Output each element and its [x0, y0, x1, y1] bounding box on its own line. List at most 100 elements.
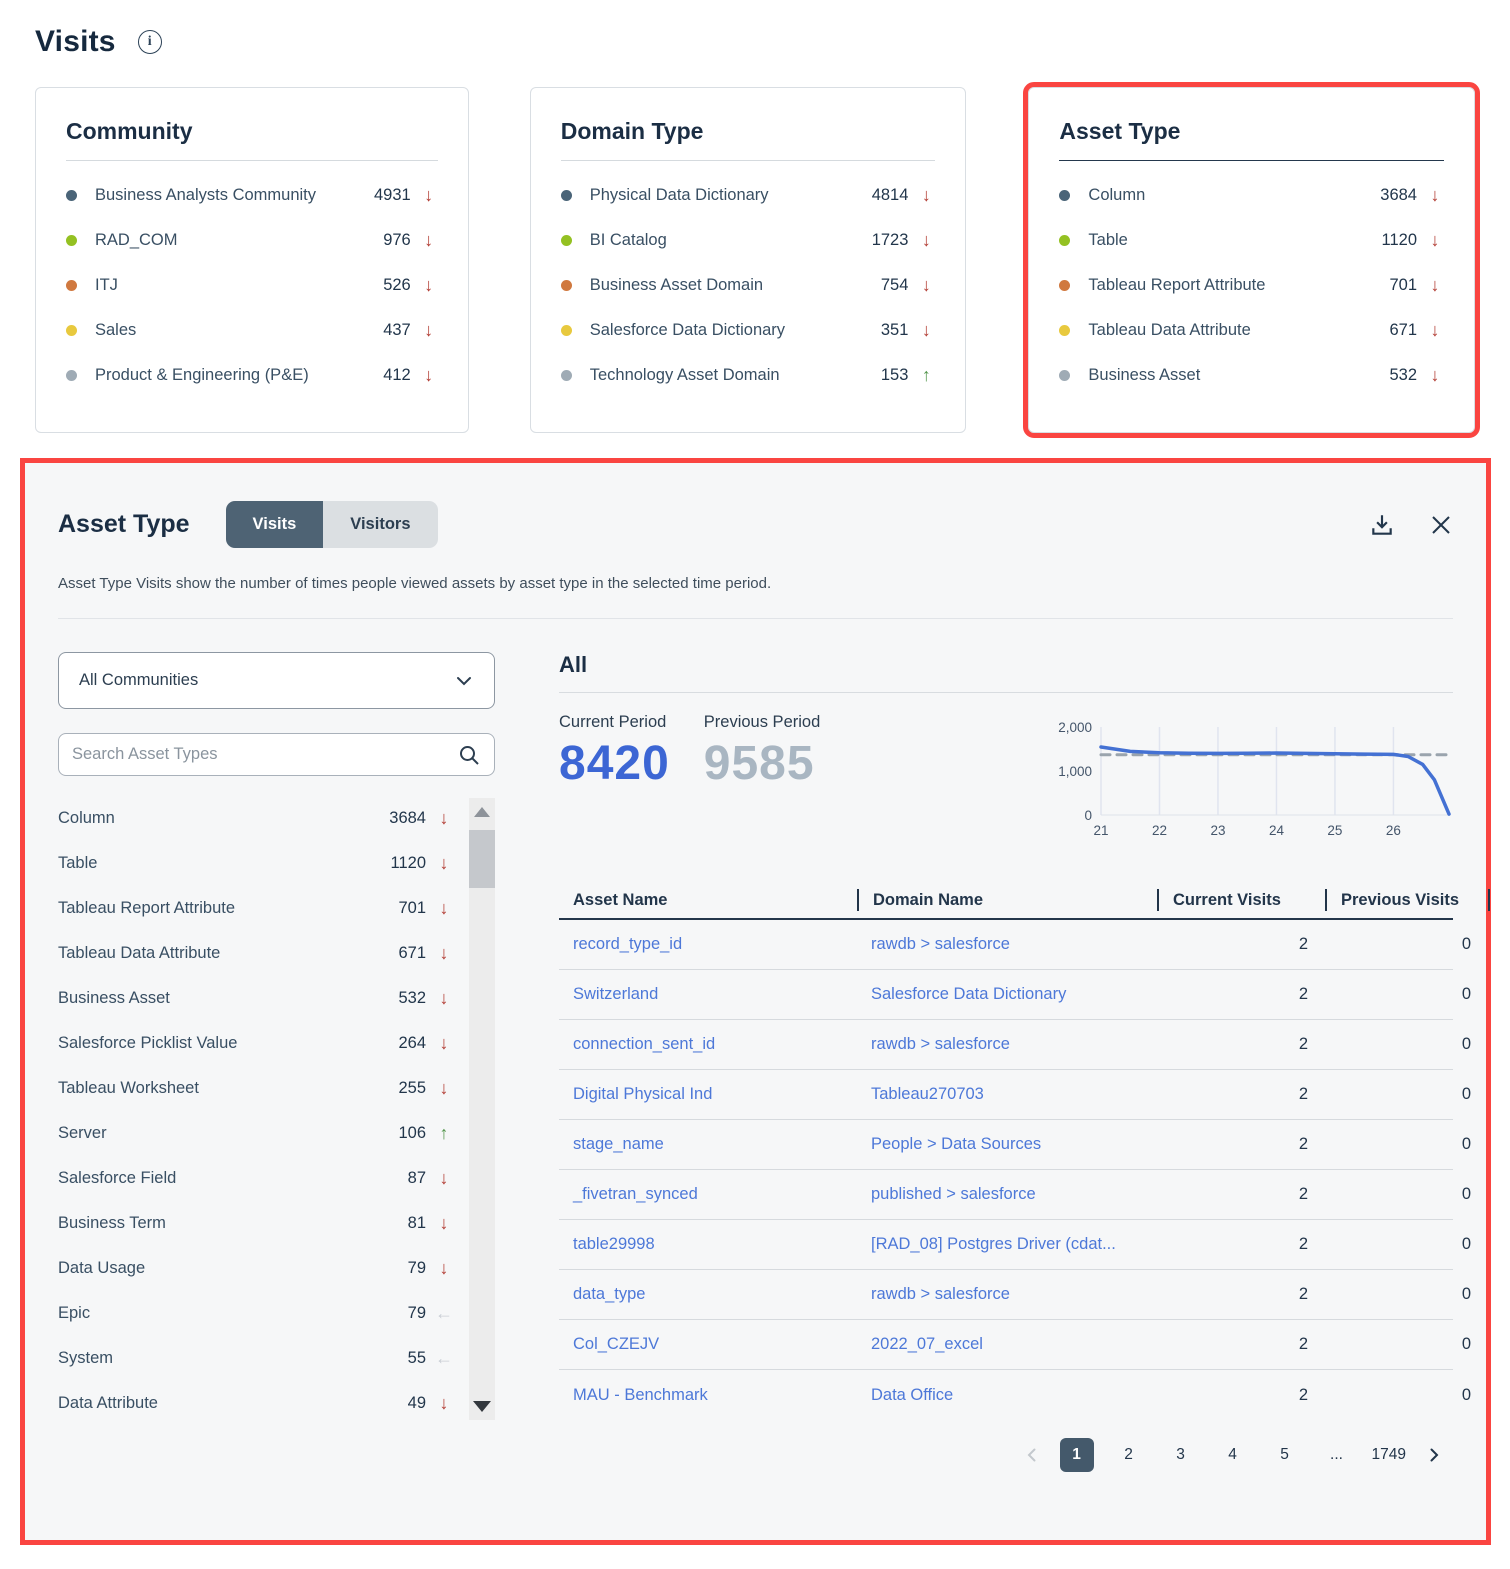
asset-name-link[interactable]: record_type_id — [573, 935, 683, 953]
column-header-asset-name[interactable]: Asset Name — [573, 891, 668, 909]
page-button[interactable]: 1 — [1059, 1438, 1094, 1472]
asset-name-link[interactable]: table29998 — [573, 1235, 655, 1253]
legend-value: 153 — [880, 366, 909, 384]
info-icon[interactable]: i — [137, 30, 162, 54]
asset-type-value: 81 — [407, 1214, 426, 1232]
current-visits-cell: 2 — [1298, 1285, 1308, 1303]
page-button[interactable]: 1749 — [1371, 1446, 1406, 1463]
page-buttons: 1 2 3 4 5 ... 1749 — [1051, 1438, 1415, 1472]
legend-dot-icon — [66, 280, 77, 291]
next-page-icon[interactable] — [1421, 1438, 1447, 1472]
scrollbar-thumb[interactable] — [469, 830, 495, 888]
asset-type-value: 49 — [407, 1394, 426, 1412]
domain-name-link[interactable]: Tableau270703 — [871, 1085, 984, 1103]
page-button[interactable]: ... — [1330, 1446, 1343, 1463]
legend-dot-icon — [560, 280, 572, 291]
tab-visitors[interactable]: Visitors — [323, 501, 438, 548]
trend-arrow-icon: ↓ — [424, 185, 434, 205]
asset-type-value: 255 — [398, 1079, 426, 1097]
asset-name-link[interactable]: Col_CZEJV — [573, 1335, 660, 1353]
asset-type-list-item[interactable]: Salesforce Field 87 ↓ — [58, 1156, 453, 1201]
asset-type-list-item[interactable]: Tableau Worksheet 255 ↓ — [58, 1066, 453, 1111]
asset-name-link[interactable]: connection_sent_id — [573, 1035, 716, 1053]
domain-name-link[interactable]: rawdb > salesforce — [871, 1285, 1010, 1303]
list-scrollbar[interactable] — [469, 798, 495, 1420]
page-button[interactable]: 2 — [1124, 1446, 1133, 1463]
asset-table-header: Asset Name Domain Name Current Visits Pr… — [559, 882, 1490, 920]
asset-type-label: Table — [58, 854, 98, 872]
asset-type-list-item[interactable]: Column 3684 ↓ — [58, 796, 453, 841]
legend-dot-icon — [1059, 280, 1071, 291]
current-period-value: 8420 — [559, 737, 670, 790]
page-button[interactable]: 4 — [1228, 1446, 1237, 1463]
asset-type-list-item[interactable]: System 55 ← — [58, 1336, 453, 1381]
asset-name-link[interactable]: _fivetran_synced — [573, 1185, 698, 1203]
domain-type-card[interactable]: Domain Type Physical Data Dictionary 481… — [529, 87, 967, 433]
legend-label: Product & Engineering (P&E) — [95, 366, 309, 384]
asset-name-link[interactable]: Digital Physical Ind — [573, 1085, 713, 1103]
trend-arrow-icon: ↓ — [439, 943, 449, 963]
community-card[interactable]: Community Business Analysts Community 49… — [35, 87, 469, 433]
domain-name-link[interactable]: People > Data Sources — [871, 1135, 1042, 1153]
domain-name-link[interactable]: rawdb > salesforce — [871, 1035, 1010, 1053]
asset-name-link[interactable]: data_type — [573, 1285, 646, 1303]
trend-arrow-icon: ↓ — [439, 988, 449, 1008]
page-title: Visits — [35, 25, 116, 58]
asset-type-value: 701 — [398, 899, 426, 917]
asset-name-link[interactable]: Switzerland — [573, 985, 659, 1003]
trend-arrow-icon: ← — [435, 1348, 453, 1368]
asset-type-list-item[interactable]: Server 106 ↑ — [58, 1111, 453, 1156]
asset-type-card-highlighted[interactable]: Asset Type Column 3684 ↓ Table 1120 ↓ — [1023, 82, 1480, 438]
tab-visits[interactable]: Visits — [225, 501, 324, 548]
column-header-current-visits[interactable]: Current Visits — [1157, 889, 1325, 911]
table-row: record_type_id rawdb > salesforce 2 0 — [559, 920, 1471, 970]
visits-visitors-toggle: Visits Visitors — [225, 501, 438, 548]
trend-arrow-icon: ↓ — [439, 1033, 449, 1053]
domain-name-link[interactable]: Data Office — [871, 1385, 954, 1404]
asset-type-list-item[interactable]: Tableau Data Attribute 671 ↓ — [58, 931, 453, 976]
asset-type-list-item[interactable]: Data Attribute 49 ↓ — [58, 1381, 453, 1426]
domain-name-link[interactable]: [RAD_08] Postgres Driver (cdat... — [871, 1235, 1116, 1253]
asset-type-list-item[interactable]: Business Term 81 ↓ — [58, 1201, 453, 1246]
domain-name-link[interactable]: published > salesforce — [871, 1185, 1036, 1203]
previous-visits-cell: 0 — [1461, 1135, 1471, 1153]
trend-arrow-icon: ↓ — [921, 275, 931, 295]
panel-title: Asset Type — [58, 510, 190, 538]
current-visits-cell: 2 — [1298, 935, 1308, 953]
column-header-previous-visits[interactable]: Previous Visits — [1325, 889, 1488, 911]
legend-label: Sales — [95, 321, 137, 339]
trend-arrow-icon: ↓ — [439, 1393, 449, 1413]
download-button[interactable] — [1369, 512, 1395, 538]
asset-type-legend: Column 3684 ↓ Table 1120 ↓ Tableau Repor… — [1059, 173, 1444, 398]
search-input[interactable] — [72, 745, 457, 764]
asset-type-label: Data Usage — [58, 1259, 146, 1277]
domain-name-link[interactable]: 2022_07_excel — [871, 1335, 983, 1353]
legend-label: Table — [1088, 231, 1128, 249]
asset-name-link[interactable]: stage_name — [573, 1135, 664, 1153]
card-title: Domain Type — [560, 118, 936, 161]
asset-type-value: 532 — [398, 989, 426, 1007]
legend-label: Technology Asset Domain — [589, 366, 780, 384]
table-row: MAU - Benchmark Data Office 2 0 — [559, 1370, 1471, 1420]
asset-type-list-item[interactable]: Business Asset 532 ↓ — [58, 976, 453, 1021]
table-row: Col_CZEJV 2022_07_excel 2 0 — [559, 1320, 1471, 1370]
scrollbar-up-icon[interactable] — [469, 798, 495, 826]
domain-name-link[interactable]: rawdb > salesforce — [871, 935, 1010, 953]
column-header-domain-name[interactable]: Domain Name — [857, 889, 1157, 911]
page-button[interactable]: 5 — [1280, 1446, 1289, 1463]
asset-name-link[interactable]: MAU - Benchmark — [573, 1385, 708, 1404]
domain-name-link[interactable]: Salesforce Data Dictionary — [871, 985, 1067, 1003]
previous-visits-cell: 0 — [1461, 1185, 1471, 1203]
trend-arrow-icon: ↓ — [439, 1168, 449, 1188]
legend-dot-icon — [1059, 235, 1071, 246]
asset-type-list-item[interactable]: Tableau Report Attribute 701 ↓ — [58, 886, 453, 931]
legend-dot-icon — [560, 235, 572, 246]
asset-type-list-item[interactable]: Data Usage 79 ↓ — [58, 1246, 453, 1291]
asset-type-list-item[interactable]: Table 1120 ↓ — [58, 841, 453, 886]
close-button[interactable] — [1429, 513, 1453, 537]
scrollbar-down-icon[interactable] — [469, 1392, 495, 1420]
page-button[interactable]: 3 — [1176, 1446, 1185, 1463]
asset-type-list-item[interactable]: Salesforce Picklist Value 264 ↓ — [58, 1021, 453, 1066]
asset-type-list-item[interactable]: Epic 79 ← — [58, 1291, 453, 1336]
community-select[interactable]: All Communities — [58, 652, 495, 709]
